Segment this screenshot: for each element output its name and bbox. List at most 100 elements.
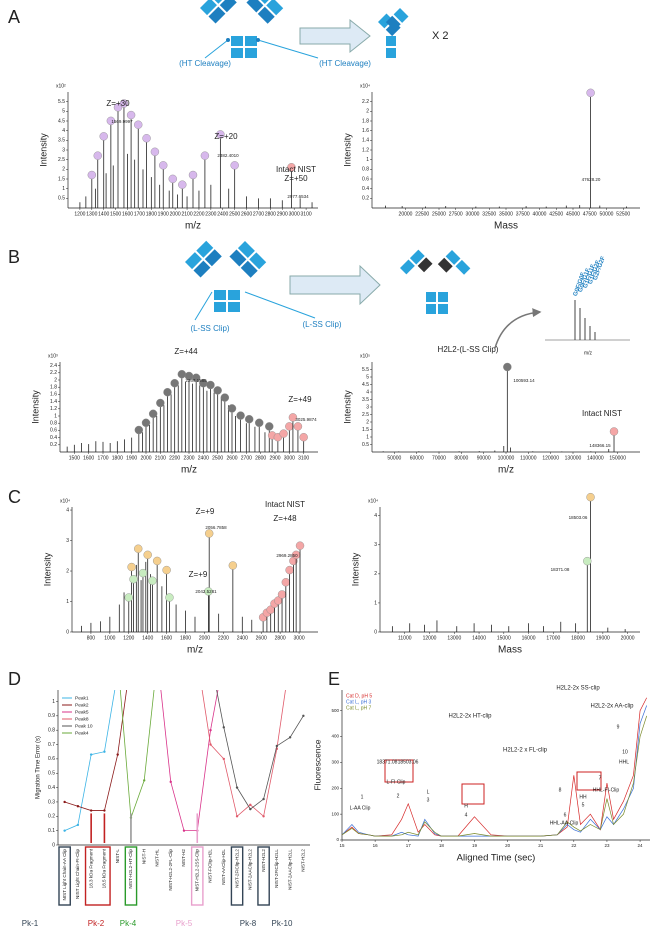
x-tick-label: 47500 bbox=[583, 211, 597, 217]
x-tick-label: 13000 bbox=[447, 635, 461, 641]
y-tick-label: 0.3 bbox=[48, 799, 55, 805]
annotation: Z=+50 bbox=[284, 174, 308, 183]
y-axis-label: Intensity bbox=[342, 390, 352, 424]
x-tick-label: 90000 bbox=[477, 455, 491, 461]
legend-label: Peak5 bbox=[75, 709, 89, 715]
y-tick-label: 1.5 bbox=[362, 427, 369, 433]
peak-marker bbox=[162, 565, 171, 575]
y-tick-label: 3.5 bbox=[58, 138, 65, 144]
x-tick-label: 1400 bbox=[98, 211, 109, 217]
peak-marker bbox=[227, 404, 237, 413]
highlight-box bbox=[190, 846, 204, 906]
x-tick-label: 17 bbox=[406, 843, 412, 848]
x-tick-label: 2700 bbox=[241, 455, 252, 461]
point bbox=[156, 657, 158, 659]
x-tick-label: 2800 bbox=[265, 211, 276, 217]
annotation: 8 bbox=[559, 787, 562, 793]
y-tick-label: 3 bbox=[366, 404, 369, 410]
x-tick-label: NIST-FIClip-H2L bbox=[208, 849, 213, 883]
x-tick-label: 2000 bbox=[199, 635, 210, 641]
trace-line bbox=[342, 715, 648, 837]
point bbox=[209, 657, 211, 659]
x-axis-label: Mass bbox=[498, 645, 522, 656]
point bbox=[289, 657, 291, 659]
antibody-icon bbox=[185, 240, 316, 321]
legend-label: Peak2 bbox=[75, 702, 89, 708]
peak-marker bbox=[143, 550, 152, 560]
peak-marker bbox=[206, 380, 215, 390]
y-tick-label: 0.1 bbox=[48, 828, 55, 834]
annotation: Pk-8 bbox=[240, 919, 257, 928]
y-axis-label: Intensity bbox=[42, 552, 52, 586]
y-tick-label: 0 bbox=[374, 629, 377, 635]
annotation: L-FI Clip bbox=[387, 779, 406, 785]
y-tick-label: 0.5 bbox=[362, 442, 369, 448]
annotation: Pk-5 bbox=[176, 919, 193, 928]
x-tick-label: 25000 bbox=[432, 211, 446, 217]
y-tick-label: 1 bbox=[54, 413, 57, 419]
annotation: Intact NIST bbox=[265, 500, 305, 509]
x-tick-label: 1800 bbox=[112, 455, 123, 461]
peak-marker bbox=[204, 587, 213, 596]
x-tick-label: 2400 bbox=[237, 635, 248, 641]
x-tick-label: 70000 bbox=[432, 455, 446, 461]
peak-marker bbox=[148, 576, 157, 585]
highlight-box bbox=[230, 846, 244, 906]
y-tick-label: 1 bbox=[52, 699, 55, 705]
y-tick-label: 1.2 bbox=[362, 147, 369, 153]
highlight-box bbox=[384, 759, 414, 783]
arrow bbox=[299, 18, 371, 54]
peak-marker bbox=[204, 529, 214, 538]
y-tick-label: 0.9 bbox=[48, 713, 55, 719]
peak-marker bbox=[295, 541, 305, 550]
x-tick-label: 3100 bbox=[301, 211, 312, 217]
x-tick-label: 1600 bbox=[83, 455, 94, 461]
inset bbox=[494, 300, 630, 349]
annotation: 2056.7858 bbox=[205, 525, 227, 530]
x-tick-label: 2600 bbox=[256, 635, 267, 641]
y-axis-label: Intensity bbox=[342, 133, 352, 167]
peak-marker bbox=[216, 130, 225, 139]
x-tick-label: 32500 bbox=[482, 211, 496, 217]
peak-marker bbox=[236, 411, 245, 420]
annotation: H2L2-2x SS-clip bbox=[556, 686, 600, 692]
peak-marker bbox=[168, 174, 177, 184]
x-tick-label: 22 bbox=[571, 843, 577, 848]
y-tick-label: 500 bbox=[331, 708, 339, 713]
x-tick-label: NIST-2AAClip-H2LL bbox=[287, 849, 292, 890]
highlight-box bbox=[124, 846, 138, 906]
annotation: 2382.4010 bbox=[217, 153, 239, 158]
legend-label: Cat L, pH 3 bbox=[346, 699, 372, 705]
x-axis-label: Mass bbox=[494, 221, 518, 232]
annotation: Intact NIST bbox=[276, 165, 316, 174]
annotation: HHL-AA-Clip bbox=[550, 820, 579, 826]
annotation: Z=+44 bbox=[174, 347, 198, 356]
y-tick-label: 0.2 bbox=[362, 196, 369, 202]
y-tick-label: 1 bbox=[62, 186, 65, 192]
x-tick-label: NIST-2FIClip-H2L2 bbox=[234, 849, 239, 888]
highlight-box bbox=[84, 846, 111, 906]
x-tick-label: 1400 bbox=[142, 635, 153, 641]
x-tick-label: 1700 bbox=[97, 455, 108, 461]
peak-marker bbox=[150, 147, 160, 157]
annotation: Z=+30 bbox=[106, 99, 130, 108]
annotation: 7 bbox=[599, 775, 602, 781]
annotation: 2969.2850 bbox=[276, 553, 298, 558]
x-tick-label: 2900 bbox=[269, 455, 280, 461]
peak-marker bbox=[93, 151, 102, 160]
x-tick-label: 1000 bbox=[104, 635, 115, 641]
inset-axis-label: m/z bbox=[584, 350, 593, 356]
x-tick-label: 2800 bbox=[255, 455, 266, 461]
x-tick-label: 2500 bbox=[212, 455, 223, 461]
annotation: Pk-1 bbox=[22, 919, 39, 928]
annotation: Z=+48 bbox=[273, 514, 297, 523]
x-tick-label: 40000 bbox=[533, 211, 547, 217]
peak-marker bbox=[230, 161, 239, 170]
y-axis-label: Fluorescence bbox=[312, 739, 322, 790]
x-tick-label: 1700 bbox=[134, 211, 145, 217]
highlight-box bbox=[257, 846, 270, 906]
peak-marker bbox=[138, 568, 148, 578]
x-tick-label: 3000 bbox=[294, 635, 305, 641]
peak-marker bbox=[586, 492, 595, 502]
